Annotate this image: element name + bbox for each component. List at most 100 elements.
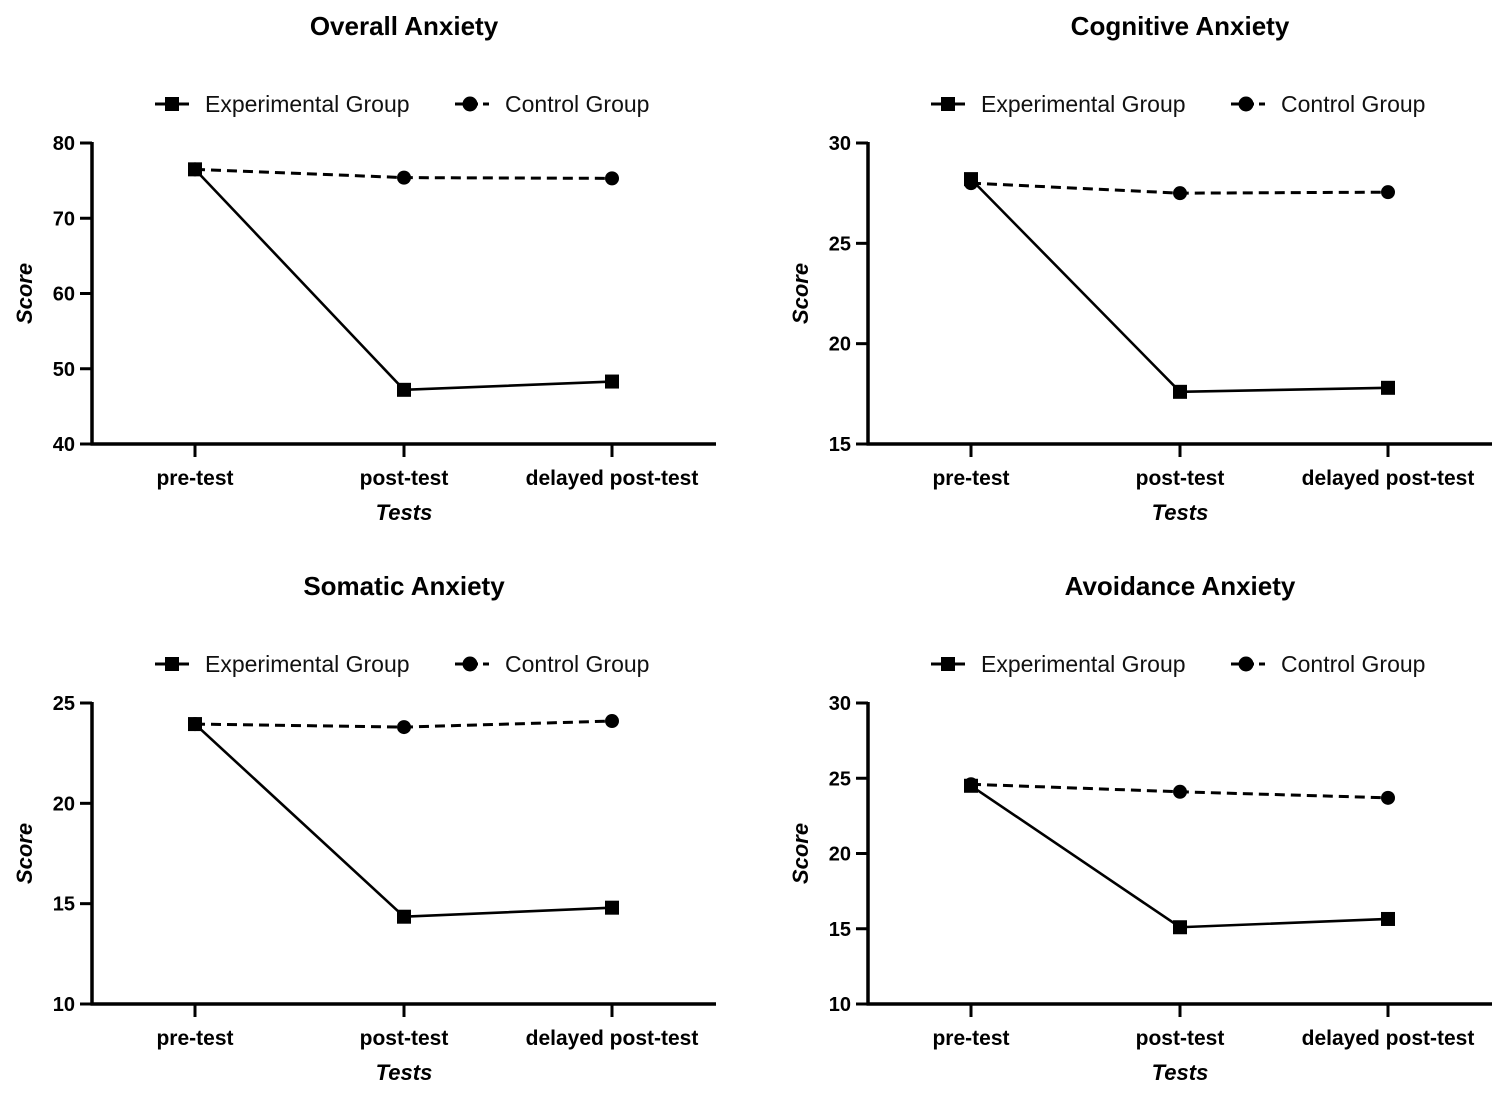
- data-point-experimental-group-post-test: [1173, 920, 1187, 935]
- y-tick-label: 20: [53, 793, 75, 815]
- legend-circle-marker-icon: [462, 96, 478, 112]
- legend-item-control-group: Control Group: [455, 91, 649, 117]
- series-line-experimental-group: [970, 784, 1389, 929]
- legend: Experimental Group Control Group: [931, 651, 1425, 677]
- y-tick-label: 25: [53, 693, 75, 715]
- x-tick-label-delayed-post-test: delayed post-test: [1302, 1027, 1475, 1050]
- data-point-control-group-delayed-post-test: [1381, 790, 1395, 805]
- legend-item-control-group: Control Group: [1231, 651, 1425, 677]
- data-point-control-group-post-test: [1173, 186, 1187, 201]
- data-point-experimental-group-pre-test: [964, 778, 978, 793]
- chart-title: Avoidance Anxiety: [1065, 571, 1296, 601]
- series-control-group: [188, 162, 619, 186]
- data-point-experimental-group-pre-test: [188, 717, 202, 732]
- data-point-control-group-delayed-post-test: [605, 171, 619, 186]
- y-tick-label: 15: [53, 894, 75, 916]
- legend-label: Control Group: [505, 91, 649, 117]
- series-line-experimental-group: [194, 723, 613, 919]
- y-tick-label: 15: [829, 919, 851, 941]
- series-control-group: [964, 777, 1395, 805]
- legend-label: Experimental Group: [981, 91, 1186, 117]
- chart-title: Overall Anxiety: [310, 11, 499, 41]
- y-tick-label: 80: [53, 133, 75, 155]
- legend: Experimental Group Control Group: [155, 91, 649, 117]
- chart-panel-cognitive-anxiety: Cognitive Anxiety Experimental Group Contr…: [776, 0, 1503, 552]
- x-axis-title: Tests: [376, 1060, 433, 1085]
- data-point-control-group-post-test: [397, 720, 411, 735]
- data-point-experimental-group-delayed-post-test: [1381, 911, 1395, 926]
- y-tick-label: 10: [53, 994, 75, 1016]
- legend-circle-marker-icon: [1238, 656, 1254, 672]
- data-point-experimental-group-delayed-post-test: [1381, 380, 1395, 395]
- legend-square-marker-icon: [165, 657, 179, 671]
- legend-circle-marker-icon: [1238, 96, 1254, 112]
- y-axis-title: Score: [12, 263, 37, 324]
- y-tick-label: 40: [53, 434, 75, 456]
- x-tick-label-post-test: post-test: [360, 1027, 449, 1050]
- chart-svg: Avoidance Anxiety Experimental Group Contr…: [788, 571, 1492, 1085]
- data-point-experimental-group-pre-test: [964, 172, 978, 187]
- y-tick-label: 70: [53, 208, 75, 230]
- legend-item-experimental-group: Experimental Group: [155, 91, 410, 117]
- legend-label: Control Group: [1281, 651, 1425, 677]
- legend-circle-marker-icon: [462, 656, 478, 672]
- chart-title: Cognitive Anxiety: [1071, 11, 1290, 41]
- data-point-control-group-post-test: [1173, 784, 1187, 799]
- chart-svg: Somatic Anxiety Experimental Group Control…: [12, 571, 716, 1085]
- x-axis-title: Tests: [1152, 1060, 1209, 1085]
- series-experimental-group: [964, 172, 1395, 399]
- series-control-group: [188, 714, 619, 735]
- legend: Experimental Group Control Group: [155, 651, 649, 677]
- y-tick-label: 20: [829, 334, 851, 356]
- x-tick-label-post-test: post-test: [1136, 467, 1225, 490]
- series-experimental-group: [188, 717, 619, 924]
- legend-label: Control Group: [505, 651, 649, 677]
- legend-square-marker-icon: [165, 97, 179, 111]
- data-point-experimental-group-post-test: [397, 909, 411, 924]
- series-line-experimental-group: [970, 178, 1389, 394]
- x-tick-label-delayed-post-test: delayed post-test: [526, 1027, 699, 1050]
- y-tick-label: 20: [829, 844, 851, 866]
- data-point-control-group-post-test: [397, 170, 411, 185]
- legend-label: Experimental Group: [205, 651, 410, 677]
- x-tick-label-pre-test: pre-test: [932, 1027, 1009, 1050]
- legend-label: Control Group: [1281, 91, 1425, 117]
- chart-panel-avoidance-anxiety: Avoidance Anxiety Experimental Group Contr…: [776, 560, 1503, 1112]
- series-line-experimental-group: [194, 168, 613, 392]
- y-tick-label: 30: [829, 133, 851, 155]
- data-point-experimental-group-delayed-post-test: [605, 374, 619, 389]
- legend-item-control-group: Control Group: [1231, 91, 1425, 117]
- y-axis-title: Score: [788, 263, 813, 324]
- data-point-experimental-group-delayed-post-test: [605, 900, 619, 915]
- chart-panel-somatic-anxiety: Somatic Anxiety Experimental Group Control…: [0, 560, 751, 1112]
- data-point-experimental-group-post-test: [397, 382, 411, 397]
- chart-panel-overall-anxiety: Overall Anxiety Experimental Group Control…: [0, 0, 751, 552]
- data-point-control-group-delayed-post-test: [605, 714, 619, 729]
- x-tick-label-post-test: post-test: [1136, 1027, 1225, 1050]
- y-tick-label: 15: [829, 434, 851, 456]
- y-tick-label: 25: [829, 233, 851, 255]
- x-axis-title: Tests: [1152, 500, 1209, 525]
- series-experimental-group: [964, 778, 1395, 935]
- legend-label: Experimental Group: [205, 91, 410, 117]
- y-axis-title: Score: [788, 823, 813, 884]
- x-tick-label-pre-test: pre-test: [156, 1027, 233, 1050]
- y-tick-label: 30: [829, 693, 851, 715]
- x-tick-label-delayed-post-test: delayed post-test: [1302, 467, 1475, 490]
- series-control-group: [964, 176, 1395, 201]
- data-point-experimental-group-post-test: [1173, 384, 1187, 399]
- legend-item-experimental-group: Experimental Group: [155, 651, 410, 677]
- legend: Experimental Group Control Group: [931, 91, 1425, 117]
- legend-square-marker-icon: [941, 657, 955, 671]
- legend-item-experimental-group: Experimental Group: [931, 651, 1186, 677]
- y-tick-label: 50: [53, 359, 75, 381]
- chart-svg: Cognitive Anxiety Experimental Group Contr…: [788, 11, 1492, 525]
- legend-label: Experimental Group: [981, 651, 1186, 677]
- x-tick-label-post-test: post-test: [360, 467, 449, 490]
- data-point-control-group-delayed-post-test: [1381, 185, 1395, 200]
- legend-item-experimental-group: Experimental Group: [931, 91, 1186, 117]
- x-tick-label-pre-test: pre-test: [156, 467, 233, 490]
- series-experimental-group: [188, 162, 619, 397]
- legend-item-control-group: Control Group: [455, 651, 649, 677]
- legend-square-marker-icon: [941, 97, 955, 111]
